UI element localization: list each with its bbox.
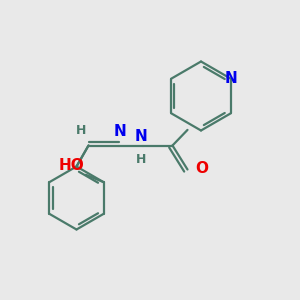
Text: H: H [76, 124, 86, 136]
Text: HO: HO [58, 158, 84, 173]
Text: O: O [195, 161, 208, 176]
Text: N: N [224, 71, 237, 86]
Text: N: N [114, 124, 126, 139]
Text: H: H [136, 153, 146, 166]
Text: N: N [135, 129, 147, 144]
